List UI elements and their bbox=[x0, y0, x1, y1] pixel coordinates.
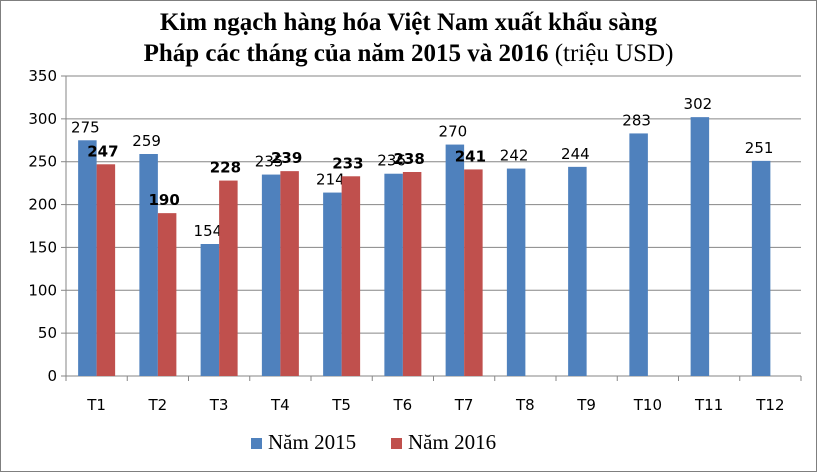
x-tick-label: T4 bbox=[270, 396, 290, 414]
bar-2015 bbox=[751, 160, 771, 376]
data-label-2016: 239 bbox=[271, 149, 302, 167]
bar-2016 bbox=[402, 172, 422, 376]
data-label-2016: 238 bbox=[393, 150, 424, 168]
chart-title-line-1: Kim ngạch hàng hóa Việt Nam xuất khẩu sà… bbox=[159, 9, 658, 36]
data-label-2016: 190 bbox=[148, 191, 179, 209]
x-tick-label: T12 bbox=[755, 396, 784, 414]
bar-2016 bbox=[96, 164, 116, 376]
x-tick-label: T5 bbox=[331, 396, 351, 414]
bar-2016 bbox=[157, 213, 177, 376]
bar-2015 bbox=[445, 144, 465, 376]
bar-2016 bbox=[219, 180, 238, 376]
legend-swatch-2015 bbox=[251, 438, 262, 449]
x-tick-label: T2 bbox=[148, 396, 168, 414]
data-label-2016: 233 bbox=[332, 154, 363, 172]
chart-title-line-2-text: Pháp các tháng của năm 2015 và 2016 bbox=[143, 40, 549, 67]
x-tick-label: T1 bbox=[86, 396, 106, 414]
data-label-2015: 236 bbox=[377, 152, 406, 170]
data-label-2015: 251 bbox=[745, 139, 774, 157]
legend-label-2015: Năm 2015 bbox=[268, 430, 356, 454]
bar-2015 bbox=[139, 154, 158, 376]
data-label-2015: 235 bbox=[255, 153, 284, 171]
y-tick-label: 350 bbox=[28, 67, 57, 85]
data-label-2015: 270 bbox=[439, 123, 468, 141]
bar-2015 bbox=[568, 166, 587, 376]
data-label-2015: 244 bbox=[561, 145, 590, 163]
legend-label-2016: Năm 2016 bbox=[408, 430, 496, 454]
data-label-2016: 241 bbox=[455, 147, 486, 165]
x-tick-label: T9 bbox=[576, 396, 596, 414]
x-tick-label: T10 bbox=[633, 396, 662, 414]
x-tick-label: T7 bbox=[454, 396, 474, 414]
chart-title: Kim ngạch hàng hóa Việt Nam xuất khẩu sà… bbox=[1, 7, 816, 69]
data-label-2015: 154 bbox=[194, 222, 223, 240]
bar-2015 bbox=[506, 168, 526, 376]
data-label-2016: 228 bbox=[210, 159, 241, 177]
x-tick-label: T6 bbox=[393, 396, 413, 414]
bar-2015 bbox=[200, 244, 220, 376]
bar-2015 bbox=[384, 173, 403, 376]
y-tick-label: 150 bbox=[28, 238, 57, 256]
data-label-2015: 283 bbox=[622, 111, 651, 129]
legend-swatch-2016 bbox=[391, 438, 402, 449]
y-tick-label: 0 bbox=[47, 367, 57, 385]
x-tick-label: T11 bbox=[694, 396, 723, 414]
bar-2015 bbox=[323, 192, 342, 376]
bar-2015 bbox=[78, 140, 97, 376]
chart-title-unit: (triệu USD) bbox=[554, 40, 674, 67]
y-tick-label: 50 bbox=[38, 324, 57, 342]
y-tick-label: 200 bbox=[28, 196, 57, 214]
data-label-2015: 242 bbox=[500, 147, 529, 165]
bar-2015 bbox=[690, 117, 710, 377]
bar-2015 bbox=[261, 174, 281, 376]
bar-2016 bbox=[464, 169, 483, 376]
data-label-2015: 214 bbox=[316, 171, 345, 189]
bar-2016 bbox=[280, 171, 299, 376]
data-label-2015: 302 bbox=[684, 95, 713, 113]
chart-title-line-2: Pháp các tháng của năm 2015 và 2016 (tri… bbox=[1, 38, 816, 69]
y-tick-label: 100 bbox=[28, 281, 57, 299]
data-label-2015: 259 bbox=[132, 132, 161, 150]
y-tick-label: 250 bbox=[28, 153, 57, 171]
x-tick-label: T8 bbox=[515, 396, 535, 414]
y-tick-label: 300 bbox=[28, 110, 57, 128]
bar-2015 bbox=[629, 133, 648, 376]
data-label-2015: 275 bbox=[71, 118, 100, 136]
data-label-2016: 247 bbox=[87, 142, 118, 160]
bar-2016 bbox=[341, 176, 361, 376]
x-tick-label: T3 bbox=[209, 396, 229, 414]
